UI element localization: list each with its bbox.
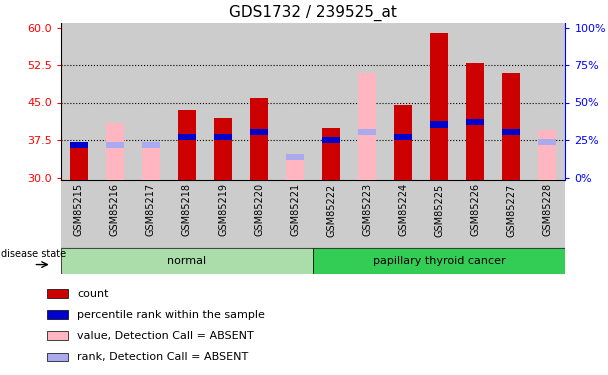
Text: GSM85219: GSM85219 xyxy=(218,183,228,236)
Text: GSM85226: GSM85226 xyxy=(471,183,480,237)
Text: rank, Detection Call = ABSENT: rank, Detection Call = ABSENT xyxy=(77,352,248,362)
Title: GDS1732 / 239525_at: GDS1732 / 239525_at xyxy=(229,5,397,21)
Text: GSM85225: GSM85225 xyxy=(434,183,444,237)
Bar xyxy=(97,180,133,248)
Bar xyxy=(133,180,169,248)
Bar xyxy=(47,289,67,298)
Bar xyxy=(169,180,205,248)
Bar xyxy=(97,22,133,180)
Bar xyxy=(530,22,565,180)
Text: GSM85222: GSM85222 xyxy=(326,183,336,237)
Bar xyxy=(502,129,520,135)
Bar xyxy=(250,98,268,180)
Bar xyxy=(466,119,485,125)
Text: percentile rank within the sample: percentile rank within the sample xyxy=(77,310,265,320)
Bar xyxy=(47,332,67,340)
Bar xyxy=(421,180,457,248)
Bar xyxy=(142,141,160,147)
Bar xyxy=(61,180,97,248)
Bar xyxy=(358,72,376,180)
Bar xyxy=(502,72,520,180)
Bar xyxy=(47,310,67,319)
Text: GSM85217: GSM85217 xyxy=(146,183,156,237)
Bar xyxy=(349,22,385,180)
Bar xyxy=(430,122,448,128)
Bar xyxy=(214,134,232,140)
Bar xyxy=(178,110,196,180)
Text: GSM85215: GSM85215 xyxy=(74,183,84,237)
Bar xyxy=(313,22,349,180)
Bar xyxy=(61,22,97,180)
Bar xyxy=(322,128,340,180)
Bar xyxy=(457,22,493,180)
Bar xyxy=(313,248,565,274)
Bar xyxy=(539,139,556,145)
Bar xyxy=(286,160,304,180)
Bar xyxy=(169,22,205,180)
Bar xyxy=(539,130,556,180)
Bar xyxy=(178,134,196,140)
Text: disease state: disease state xyxy=(1,249,66,259)
Bar xyxy=(47,352,67,362)
Bar xyxy=(106,141,124,147)
Bar xyxy=(466,63,485,180)
Bar xyxy=(493,22,530,180)
Bar xyxy=(358,129,376,135)
Bar xyxy=(394,134,412,140)
Text: GSM85218: GSM85218 xyxy=(182,183,192,236)
Text: GSM85216: GSM85216 xyxy=(110,183,120,236)
Bar xyxy=(142,145,160,180)
Bar xyxy=(205,180,241,248)
Bar xyxy=(349,180,385,248)
Text: normal: normal xyxy=(167,256,207,266)
Text: papillary thyroid cancer: papillary thyroid cancer xyxy=(373,256,506,266)
Text: GSM85228: GSM85228 xyxy=(542,183,553,237)
Bar xyxy=(70,145,88,180)
Bar xyxy=(421,22,457,180)
Bar xyxy=(241,180,277,248)
Bar xyxy=(493,180,530,248)
Text: GSM85221: GSM85221 xyxy=(290,183,300,237)
Text: GSM85223: GSM85223 xyxy=(362,183,372,237)
Bar xyxy=(385,22,421,180)
Bar xyxy=(205,22,241,180)
Text: GSM85224: GSM85224 xyxy=(398,183,408,237)
Bar xyxy=(530,180,565,248)
Text: GSM85227: GSM85227 xyxy=(506,183,516,237)
Bar xyxy=(241,22,277,180)
Text: GSM85220: GSM85220 xyxy=(254,183,264,237)
Bar xyxy=(322,136,340,142)
Bar xyxy=(70,141,88,147)
Bar xyxy=(394,105,412,180)
Text: value, Detection Call = ABSENT: value, Detection Call = ABSENT xyxy=(77,331,254,341)
Bar xyxy=(277,22,313,180)
Bar xyxy=(457,180,493,248)
Text: count: count xyxy=(77,289,108,298)
Bar xyxy=(133,22,169,180)
Bar xyxy=(313,180,349,248)
Bar xyxy=(250,129,268,135)
Bar xyxy=(277,180,313,248)
Bar xyxy=(214,117,232,180)
Bar xyxy=(430,33,448,180)
Bar xyxy=(286,154,304,160)
Bar xyxy=(61,248,313,274)
Bar xyxy=(385,180,421,248)
Bar xyxy=(106,123,124,180)
